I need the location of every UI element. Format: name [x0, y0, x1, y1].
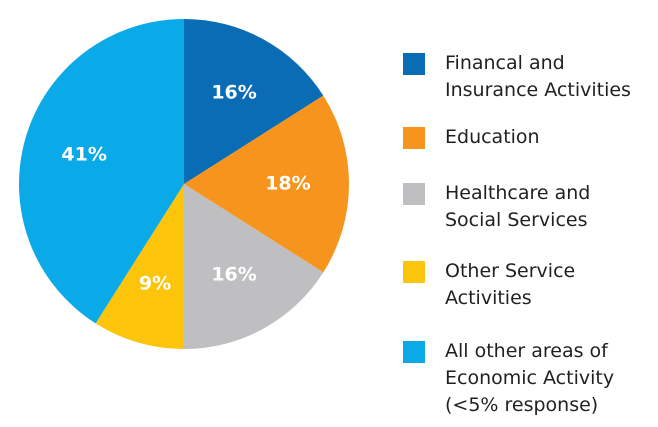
pie-chart: 16% 18% 16% 9% 41%	[18, 19, 349, 349]
legend-label: All other areas of Economic Activity (<5…	[445, 340, 615, 416]
legend-label: Education	[445, 126, 540, 148]
legend-swatch	[403, 341, 425, 363]
legend-swatch	[403, 261, 425, 283]
pie-slice	[95, 184, 184, 349]
legend-swatch	[403, 127, 425, 149]
slice-label: 16%	[211, 264, 256, 286]
pie-slice	[18, 19, 184, 324]
legend-swatch	[403, 53, 425, 75]
slice-label: 41%	[61, 143, 106, 165]
slice-label: 16%	[211, 81, 256, 103]
legend-label: Other Service Activities	[445, 260, 576, 309]
legend-label: Financal and Insurance Activities	[445, 52, 631, 101]
slice-label: 18%	[265, 173, 310, 195]
pie-slice	[184, 184, 324, 349]
slice-label: 9%	[139, 272, 171, 294]
pie-slice	[184, 19, 324, 184]
legend-swatch	[403, 183, 425, 205]
pie-slice	[184, 95, 349, 273]
legend-label: Healthcare and Social Services	[445, 182, 591, 231]
